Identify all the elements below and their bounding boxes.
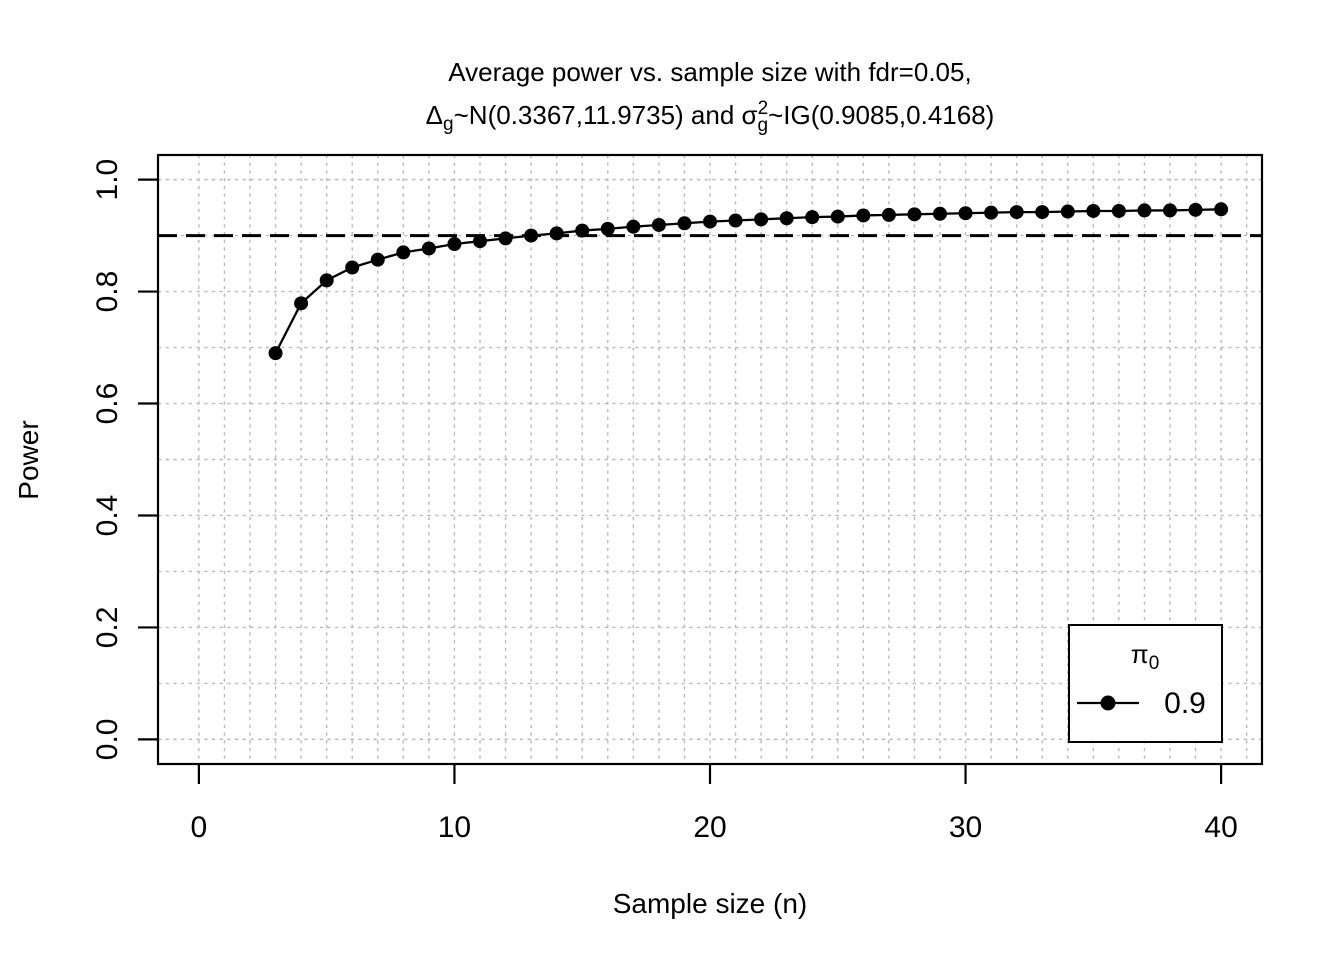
y-axis-title: Power [13, 420, 44, 499]
x-tick-label: 0 [191, 811, 208, 844]
data-point [421, 241, 436, 256]
data-point [575, 223, 590, 238]
data-point [830, 209, 845, 224]
data-point [907, 207, 922, 222]
data-point [626, 219, 641, 234]
data-point [473, 234, 487, 249]
data-point [677, 216, 692, 231]
data-point [984, 205, 999, 220]
legend-title: π0 [1131, 639, 1160, 674]
chart-title-line1: Average power vs. sample size with fdr=0… [448, 57, 971, 87]
data-point [1163, 203, 1177, 218]
data-point [294, 296, 309, 311]
x-tick-label: 40 [1204, 811, 1237, 844]
x-axis-title: Sample size (n) [613, 888, 808, 919]
legend-entry-label: 0.9 [1164, 687, 1206, 720]
data-point [933, 206, 947, 221]
y-tick-label: 1.0 [91, 159, 124, 201]
legend-box [1068, 624, 1223, 743]
data-point [856, 208, 871, 223]
data-point [1035, 205, 1050, 220]
data-point [549, 226, 564, 241]
data-point [498, 231, 513, 246]
series-points [268, 202, 1229, 361]
data-point [1137, 203, 1152, 218]
y-tick-label: 0.0 [91, 719, 124, 761]
data-point [268, 346, 283, 361]
data-point [345, 260, 360, 275]
x-tick-label: 30 [949, 811, 982, 844]
data-point [1009, 205, 1024, 220]
y-axis: 0.0 0.2 0.4 0.6 0.8 1.0 [91, 159, 158, 760]
data-point [703, 214, 717, 229]
y-tick-label: 0.4 [91, 495, 124, 537]
data-point [1060, 204, 1075, 219]
data-point [1188, 202, 1203, 217]
y-tick-label: 0.6 [91, 383, 124, 425]
data-point [881, 207, 896, 222]
y-tick-label: 0.8 [91, 271, 124, 313]
x-axis: 0 10 20 30 40 [191, 764, 1238, 844]
data-point [651, 217, 666, 232]
legend-marker-point [1100, 695, 1116, 711]
data-point [1214, 202, 1229, 217]
data-point [319, 273, 334, 288]
data-point [779, 211, 794, 226]
data-point [600, 221, 615, 236]
chart-title-line2: Δg​~N(0.3367,11.9735) and σ2g​~IG(0.9085… [426, 98, 995, 136]
data-point [1086, 203, 1101, 218]
data-point [524, 228, 539, 243]
data-point [958, 206, 973, 221]
data-point [370, 252, 385, 267]
legend: π00.9 [1068, 624, 1223, 743]
data-point [396, 245, 411, 260]
data-point [805, 210, 820, 225]
data-point [447, 236, 462, 251]
x-tick-label: 10 [438, 811, 471, 844]
data-point [754, 212, 769, 227]
data-point [728, 213, 743, 228]
data-point [1111, 203, 1126, 218]
y-tick-label: 0.2 [91, 607, 124, 649]
x-tick-label: 20 [693, 811, 726, 844]
